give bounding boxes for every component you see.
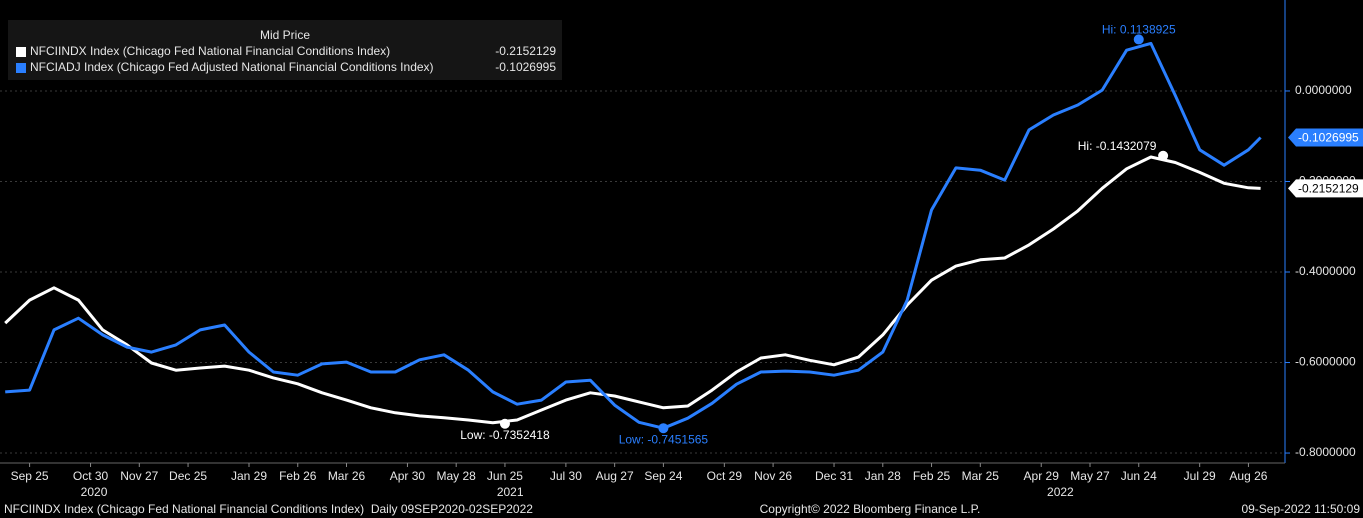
x-tick-label: Apr 29 xyxy=(1024,469,1060,483)
year-label: 2021 xyxy=(497,485,524,499)
y-tick-label: -0.4000000 xyxy=(1295,264,1356,278)
series-line xyxy=(4,155,1261,425)
y-tick-label: -0.8000000 xyxy=(1295,445,1356,459)
x-tick-label: Jun 24 xyxy=(1121,469,1157,483)
footer-left: NFCIINDX Index (Chicago Fed National Fin… xyxy=(4,502,533,516)
year-label: 2022 xyxy=(1047,485,1074,499)
last-value-label: -0.1026995 xyxy=(1298,131,1359,145)
x-tick-label: May 27 xyxy=(1070,469,1110,483)
series-line xyxy=(5,41,1262,430)
year-label: 2020 xyxy=(81,485,108,499)
x-tick-label: Jan 28 xyxy=(865,469,901,483)
x-tick-label: Aug 26 xyxy=(1229,469,1267,483)
y-tick-label: -0.6000000 xyxy=(1295,355,1356,369)
footer-center: Copyright© 2022 Bloomberg Finance L.P. xyxy=(760,502,981,516)
x-tick-label: Sep 25 xyxy=(11,469,49,483)
x-tick-label: Jul 29 xyxy=(1184,469,1216,483)
annotation-point xyxy=(1133,34,1144,45)
legend-label: NFCIINDX Index (Chicago Fed National Fin… xyxy=(30,44,390,58)
last-value-tag xyxy=(1288,179,1363,198)
last-value-tag xyxy=(1288,128,1363,147)
x-tick-label: Feb 25 xyxy=(913,469,951,483)
y-tick-label: 0.0000000 xyxy=(1295,83,1352,97)
legend-value: -0.1026995 xyxy=(495,60,556,74)
x-tick-label: Nov 26 xyxy=(754,469,792,483)
legend-value: -0.2152129 xyxy=(495,44,556,58)
x-tick-label: Apr 30 xyxy=(390,469,426,483)
annotation-label: Hi: 0.1138925 xyxy=(1102,23,1176,37)
legend-label: NFCIADJ Index (Chicago Fed Adjusted Nati… xyxy=(30,60,434,74)
annotation-label: Hi: -0.1432079 xyxy=(1078,139,1157,153)
legend-swatch xyxy=(16,47,26,57)
x-tick-label: Aug 27 xyxy=(596,469,634,483)
x-tick-label: Mar 26 xyxy=(328,469,366,483)
x-tick-label: Jan 29 xyxy=(231,469,267,483)
x-tick-label: May 28 xyxy=(437,469,477,483)
x-tick-label: Jul 30 xyxy=(550,469,582,483)
legend-swatch xyxy=(16,63,26,73)
annotation-label: Low: -0.7451565 xyxy=(619,432,709,446)
x-tick-label: Feb 26 xyxy=(279,469,317,483)
x-tick-label: Mar 25 xyxy=(962,469,1000,483)
annotation-point xyxy=(499,418,510,429)
footer-right: 09-Sep-2022 11:50:09 xyxy=(1241,502,1360,516)
x-tick-label: Sep 24 xyxy=(644,469,682,483)
x-tick-label: Oct 29 xyxy=(707,469,743,483)
x-tick-label: Jun 25 xyxy=(487,469,523,483)
annotation-point xyxy=(658,423,669,434)
x-tick-label: Dec 25 xyxy=(169,469,207,483)
x-tick-label: Nov 27 xyxy=(120,469,158,483)
x-tick-label: Dec 31 xyxy=(815,469,853,483)
last-value-label: -0.2152129 xyxy=(1298,182,1359,196)
annotation-point xyxy=(1158,150,1169,161)
legend-box xyxy=(8,20,562,80)
x-tick-label: Oct 30 xyxy=(73,469,109,483)
legend-title: Mid Price xyxy=(260,28,310,42)
annotation-label: Low: -0.7352418 xyxy=(460,428,550,442)
